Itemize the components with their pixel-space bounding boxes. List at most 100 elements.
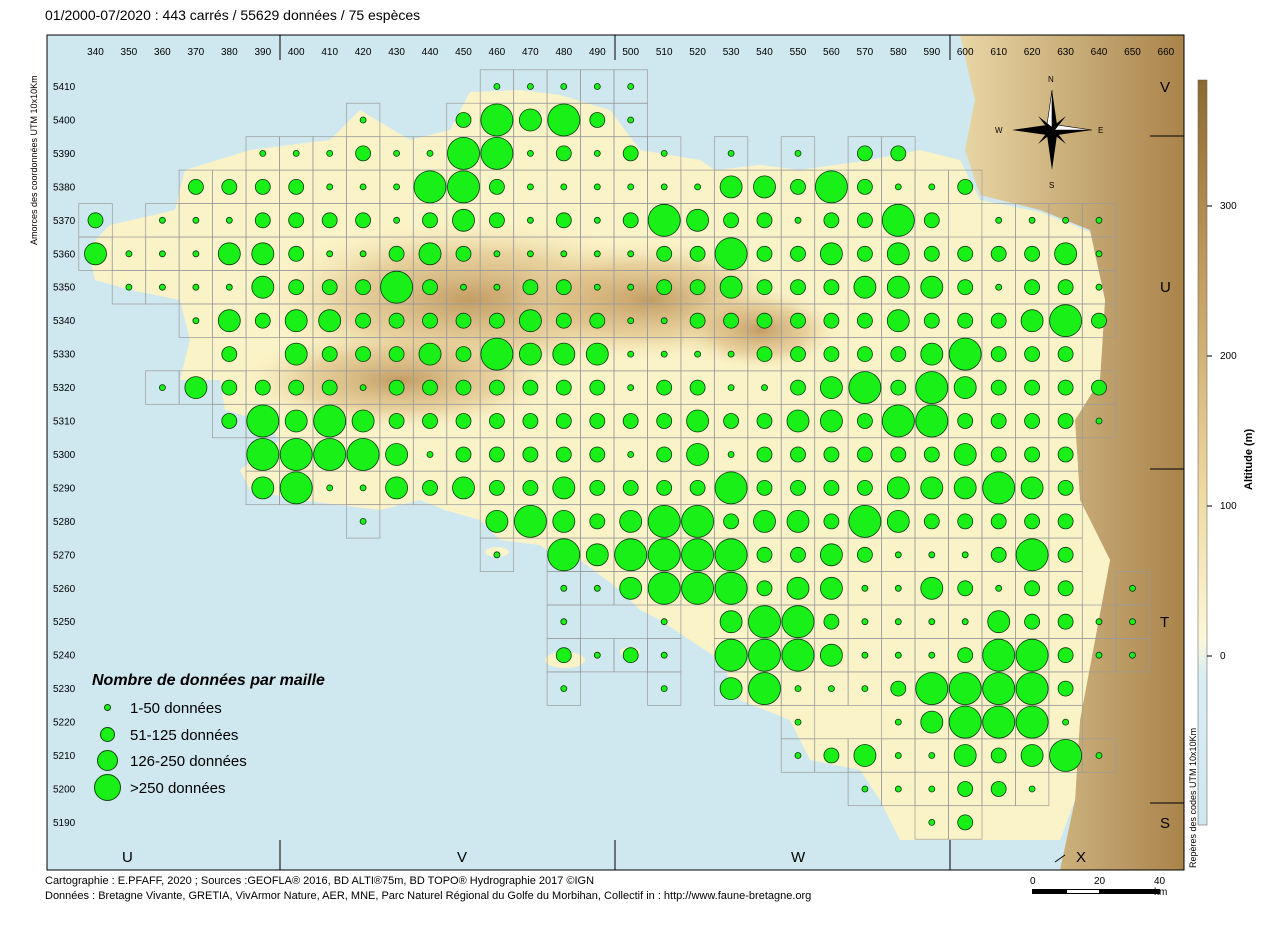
data-circle: [493, 83, 501, 90]
data-circle: [279, 471, 313, 505]
legend-symbol-large: [97, 750, 118, 771]
data-circle: [957, 781, 974, 797]
legend: Nombre de données par maille 1-50 donnée…: [92, 672, 325, 802]
data-circle: [647, 538, 681, 572]
data-circle: [514, 505, 547, 538]
data-circle: [719, 175, 743, 199]
data-circle: [1095, 216, 1103, 224]
data-circle: [418, 242, 442, 266]
data-circle: [259, 149, 267, 157]
data-circle: [990, 245, 1007, 262]
data-circle: [928, 551, 936, 559]
data-circle: [857, 145, 873, 162]
data-circle: [589, 513, 606, 530]
x-tick-label: 430: [388, 47, 405, 58]
data-circle: [1024, 379, 1040, 396]
data-circle: [593, 651, 601, 659]
data-circle: [886, 309, 910, 333]
zone-letter-bottom-w: W: [791, 849, 806, 866]
data-circle: [447, 170, 480, 204]
altitude-tick-0: 0: [1220, 651, 1226, 662]
x-tick-label: 480: [555, 47, 572, 58]
compass-e: E: [1098, 126, 1103, 135]
data-circle: [355, 212, 372, 229]
credits-data: Données : Bretagne Vivante, GRETIA, VivA…: [45, 890, 812, 902]
data-circle: [254, 312, 271, 329]
data-circle: [995, 216, 1003, 224]
data-circle: [694, 183, 701, 191]
data-circle: [727, 149, 735, 157]
data-circle: [660, 317, 668, 325]
data-circle: [1095, 283, 1103, 291]
data-circle: [948, 337, 982, 371]
data-circle: [455, 413, 472, 429]
data-circle: [1028, 785, 1036, 793]
data-circle: [719, 677, 743, 700]
y-tick-label: 5270: [53, 550, 76, 561]
legend-item-250-plus: >250 données: [92, 773, 325, 803]
data-circle: [622, 479, 639, 496]
right-axis-label: Repères des codes UTM 10x10Km: [1188, 728, 1198, 868]
data-circle: [756, 479, 773, 496]
data-circle: [953, 376, 977, 400]
x-tick-label: 500: [622, 47, 639, 58]
data-circle: [915, 404, 949, 438]
data-circle: [781, 638, 815, 672]
data-circle: [881, 404, 915, 438]
data-circle: [928, 183, 936, 191]
data-circle: [894, 752, 902, 759]
data-circle: [522, 446, 539, 463]
y-tick-label: 5290: [53, 483, 76, 494]
data-circle: [418, 342, 442, 366]
data-circle: [452, 476, 475, 500]
data-circle: [1024, 245, 1040, 262]
y-tick-label: 5240: [53, 651, 76, 662]
data-circle: [794, 752, 802, 759]
data-circle: [359, 183, 367, 191]
credits-cartography: Cartographie : E.PFAFF, 2020 ; Sources :…: [45, 875, 595, 887]
data-circle: [627, 317, 635, 325]
data-circle: [225, 283, 233, 291]
data-circle: [953, 443, 977, 466]
scale-bar-segment-3: [1100, 889, 1160, 894]
data-circle: [990, 413, 1007, 429]
data-circle: [990, 546, 1007, 563]
data-circle: [254, 379, 271, 396]
scale-label-0: 0: [1030, 876, 1036, 887]
x-tick-label: 400: [288, 47, 305, 58]
data-circle: [995, 584, 1003, 592]
data-circle: [527, 216, 534, 224]
data-circle: [689, 479, 706, 496]
x-tick-label: 470: [522, 47, 539, 58]
data-circle: [853, 275, 877, 299]
x-tick-label: 590: [923, 47, 940, 58]
y-tick-label: 5210: [53, 751, 76, 762]
data-circle: [1020, 309, 1044, 333]
grid-cell: [1081, 738, 1117, 773]
data-circle: [1024, 613, 1040, 630]
data-circle: [1057, 613, 1074, 630]
data-circle: [627, 250, 635, 258]
data-circle: [990, 747, 1007, 764]
legend-item-126-250: 126-250 données: [92, 749, 325, 776]
x-tick-label: 610: [990, 47, 1007, 58]
data-circle: [915, 672, 949, 705]
data-circle: [886, 275, 910, 299]
data-circle: [982, 471, 1016, 505]
x-tick-label: 370: [188, 47, 205, 58]
zone-letter-right-u: U: [1160, 279, 1171, 296]
data-circle: [221, 346, 238, 363]
data-circle: [894, 551, 902, 559]
data-circle: [125, 283, 133, 291]
data-circle: [656, 379, 673, 396]
data-circle: [894, 785, 902, 793]
data-circle: [894, 651, 902, 659]
y-tick-label: 5390: [53, 149, 76, 160]
data-circle: [848, 371, 882, 405]
x-tick-label: 380: [221, 47, 238, 58]
data-circle: [948, 705, 982, 739]
data-circle: [660, 685, 668, 692]
data-circle: [820, 242, 843, 266]
y-tick-label: 5360: [53, 249, 76, 260]
data-circle: [1057, 647, 1074, 664]
